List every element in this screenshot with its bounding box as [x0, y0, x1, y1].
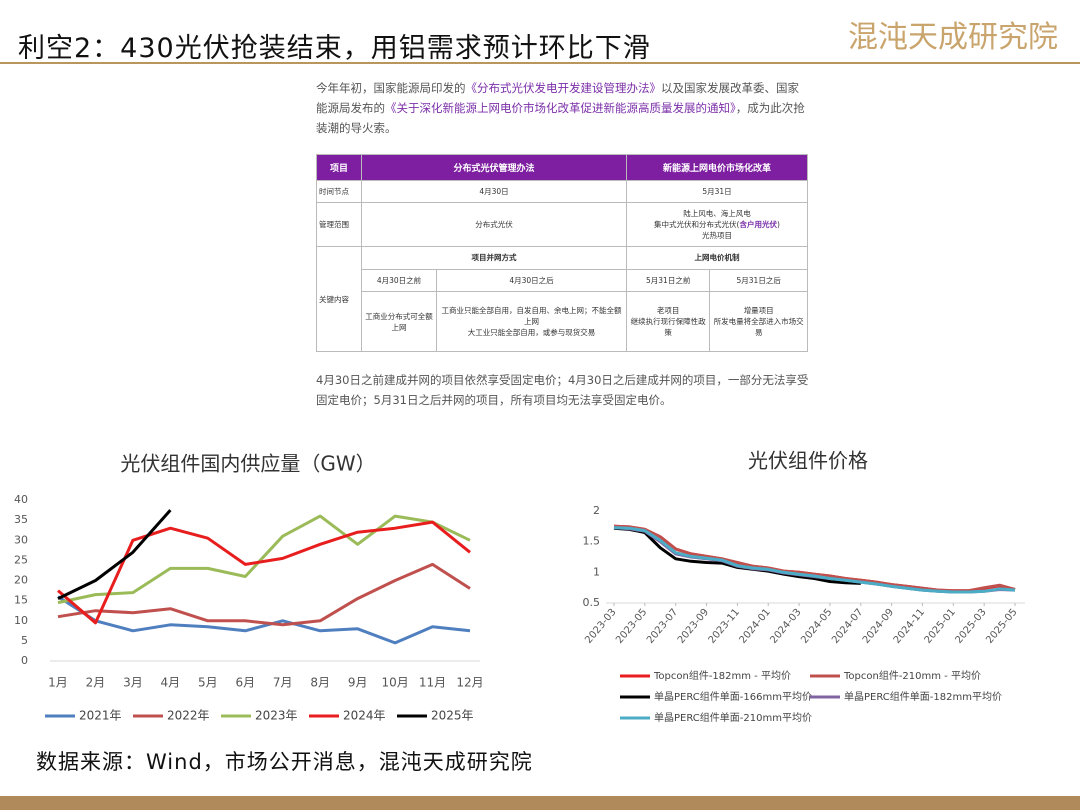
legend-label: 2023年	[255, 709, 298, 723]
logo: 混沌天成研究院	[848, 20, 1058, 55]
series-line	[57, 562, 471, 627]
cell: 4月30日之后	[436, 268, 627, 293]
series-line	[613, 526, 1016, 594]
legend-label: Topcon组件-210mm - 平均价	[843, 669, 981, 682]
intro-text: 今年年初，国家能源局印发的《分布式光伏发电开发建设管理办法》以及国家发展改革委、…	[316, 78, 810, 138]
y-tick-label: 1	[593, 565, 600, 578]
x-tick-label: 5月	[198, 676, 218, 690]
x-tick-label: 2024-11	[892, 607, 927, 646]
text: 工商业只能全部自用，自发自用、余电上网；不能全额上网	[441, 306, 622, 326]
cell: 分布式光伏管理办法	[361, 154, 627, 181]
x-tick-label: 7月	[273, 676, 293, 690]
chart-title: 光伏组件价格	[748, 449, 868, 473]
y-tick-label: 20	[14, 574, 28, 587]
y-tick-label: 40	[14, 493, 28, 506]
series-line	[57, 509, 172, 600]
cell: 分布式光伏	[361, 202, 627, 248]
series-line	[57, 514, 471, 605]
slide-title: 利空2：430光伏抢装结束，用铝需求预计环比下滑	[18, 33, 651, 64]
legend-label: 2025年	[431, 709, 474, 723]
x-tick-label: 9月	[348, 676, 368, 690]
y-tick-label: 10	[14, 614, 28, 627]
x-tick-label: 10月	[381, 676, 408, 690]
y-tick-label: 30	[14, 533, 28, 546]
y-tick-label: 35	[14, 513, 28, 526]
x-tick-label: 2025-03	[953, 607, 988, 646]
text: 陆上风电、海上风电	[683, 209, 751, 219]
cell: 5月31日之后	[709, 268, 808, 293]
y-tick-label: 1.5	[583, 535, 601, 548]
cell: 关键内容	[316, 246, 362, 352]
policy-table: 项目 分布式光伏管理办法 新能源上网电价市场化改革 时间节点 4月30日 5月31日 管…	[316, 154, 809, 352]
y-tick-label: 0	[21, 654, 28, 667]
x-tick-label: 2024-03	[768, 607, 803, 646]
text: 大工业只能全部自用，或参与现货交易	[467, 328, 596, 337]
x-tick-label: 2024-05	[799, 607, 834, 646]
x-tick-label: 2023-11	[707, 607, 742, 646]
cell: 老项目继续执行现行保障性政策	[625, 291, 711, 352]
series-line	[613, 526, 1016, 594]
y-tick-label: 25	[14, 553, 28, 566]
text: 以及国家发展改革委、国家能源局发布的	[316, 81, 799, 115]
x-tick-label: 4月	[161, 676, 181, 690]
x-tick-label: 12月	[456, 676, 483, 690]
cell: 管理范围	[316, 202, 362, 248]
x-tick-label: 2023-09	[676, 607, 711, 646]
chart-title: 光伏组件国内供应量（GW）	[120, 452, 375, 476]
text: 含户用光伏	[739, 220, 777, 230]
legend-label: 单晶PERC组件单面-210mm平均价	[654, 711, 812, 724]
y-tick-label: 2	[593, 504, 600, 517]
cell: 4月30日之前	[361, 268, 437, 293]
y-tick-label: 0.5	[583, 596, 601, 609]
cell: 时间节点	[316, 179, 362, 204]
text: 老项目	[656, 306, 680, 315]
text: 所发电量将全部进入市场交易	[713, 317, 804, 337]
x-tick-label: 11月	[419, 676, 446, 690]
cell: 新能源上网电价市场化改革	[625, 154, 809, 181]
legend-label: 2021年	[79, 709, 122, 723]
text: 继续执行现行保障性政策	[630, 317, 706, 337]
series-line	[57, 595, 471, 645]
y-tick-label: 5	[21, 634, 28, 647]
cell: 工商业分布式可全额上网	[361, 291, 437, 352]
x-tick-label: 2024-07	[830, 607, 865, 646]
legend-label: Topcon组件-182mm - 平均价	[653, 669, 791, 682]
legend-label: 2024年	[343, 709, 386, 723]
legend-label: 2022年	[167, 709, 210, 723]
text: 今年年初，国家能源局印发的	[316, 81, 466, 95]
x-tick-label: 2月	[86, 676, 106, 690]
legend-label: 单晶PERC组件单面-182mm平均价	[844, 690, 1002, 703]
footer-bar	[0, 796, 1080, 810]
cell: 增量项目所发电量将全部进入市场交易	[709, 291, 808, 352]
text: 增量项目	[743, 306, 774, 315]
x-tick-label: 2023-07	[645, 607, 680, 646]
x-tick-label: 2023-03	[583, 607, 618, 646]
y-tick-label: 15	[14, 594, 28, 607]
x-tick-label: 8月	[310, 676, 330, 690]
text: 光热项目	[701, 231, 732, 241]
x-tick-label: 2025-01	[923, 607, 958, 646]
x-tick-label: 1月	[48, 676, 68, 690]
cell: 工商业只能全部自用，自发自用、余电上网；不能全额上网大工业只能全部自用，或参与现…	[436, 291, 627, 352]
x-tick-label: 2023-05	[614, 607, 649, 646]
doc-title: 《关于深化新能源上网电价市场化改革促进新能源高质量发展的通知》	[385, 101, 736, 115]
series-line	[57, 520, 471, 625]
cell: 5月31日之前	[625, 268, 711, 293]
source: 数据来源：Wind，市场公开消息，混沌天成研究院	[36, 750, 533, 774]
text: 集中式光伏和分布式光伏(	[654, 220, 740, 230]
text: ，成为此次抢装潮的导火索。	[316, 101, 805, 135]
note-text: 4月30日之前建成并网的项目依然享受固定电价；4月30日之后建成并网的项目，一部…	[316, 373, 809, 407]
text: )	[776, 220, 780, 230]
legend-label: 单晶PERC组件单面-166mm平均价	[654, 690, 812, 703]
x-tick-label: 6月	[235, 676, 255, 690]
doc-title: 《分布式光伏发电开发建设管理办法》	[465, 81, 662, 95]
x-tick-label: 2025-05	[984, 607, 1019, 646]
header-rule	[0, 62, 1080, 64]
cell: 5月31日	[625, 179, 809, 204]
x-tick-label: 2024-09	[861, 607, 896, 646]
x-tick-label: 3月	[123, 676, 143, 690]
x-tick-label: 2024-01	[738, 607, 773, 646]
